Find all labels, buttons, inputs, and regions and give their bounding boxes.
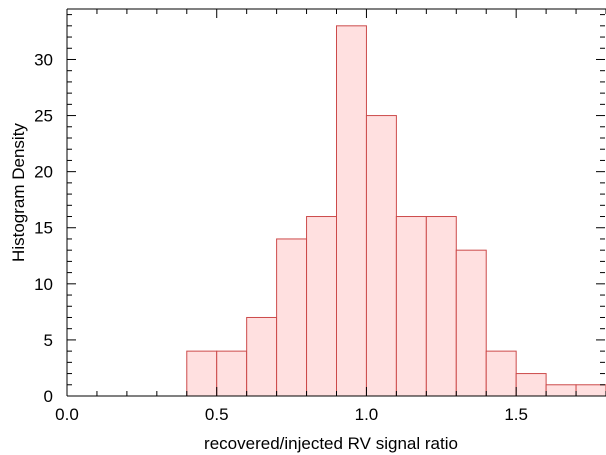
y-tick-label: 25 [34,107,53,126]
histogram-bar [216,350,248,397]
histogram-bar [575,384,606,397]
histogram-bar [455,249,487,397]
tick-labels-group: 0.0 0.5 1.0 1.5 0 5 10 15 20 25 30 [34,50,528,424]
y-axis-title: Histogram Density [9,123,28,262]
ticks-group [66,9,606,397]
y-tick-label: 20 [34,163,53,182]
histogram-bar [485,350,517,397]
histogram-bar [395,216,427,397]
histogram-bar [515,373,547,397]
x-axis-title: recovered/injected RV signal ratio [204,434,458,453]
y-tick-label: 15 [34,219,53,238]
bars-group [186,25,606,397]
y-tick-label: 30 [34,50,53,69]
y-tick-label: 0 [44,387,53,406]
histogram-bar [186,350,218,397]
x-tick-label: 0.0 [55,405,79,424]
histogram-bar [306,216,337,397]
y-tick-label: 10 [34,275,53,294]
x-tick-label: 1.0 [355,405,379,424]
x-tick-label: 0.5 [205,405,229,424]
y-tick-label: 5 [44,331,53,350]
histogram-bar [545,384,577,397]
histogram-bar [336,25,367,397]
histogram-bar [246,316,278,397]
histogram-bar [365,115,397,397]
histogram-bar [276,238,308,397]
x-tick-label: 1.5 [504,405,528,424]
histogram-bar [425,216,457,397]
